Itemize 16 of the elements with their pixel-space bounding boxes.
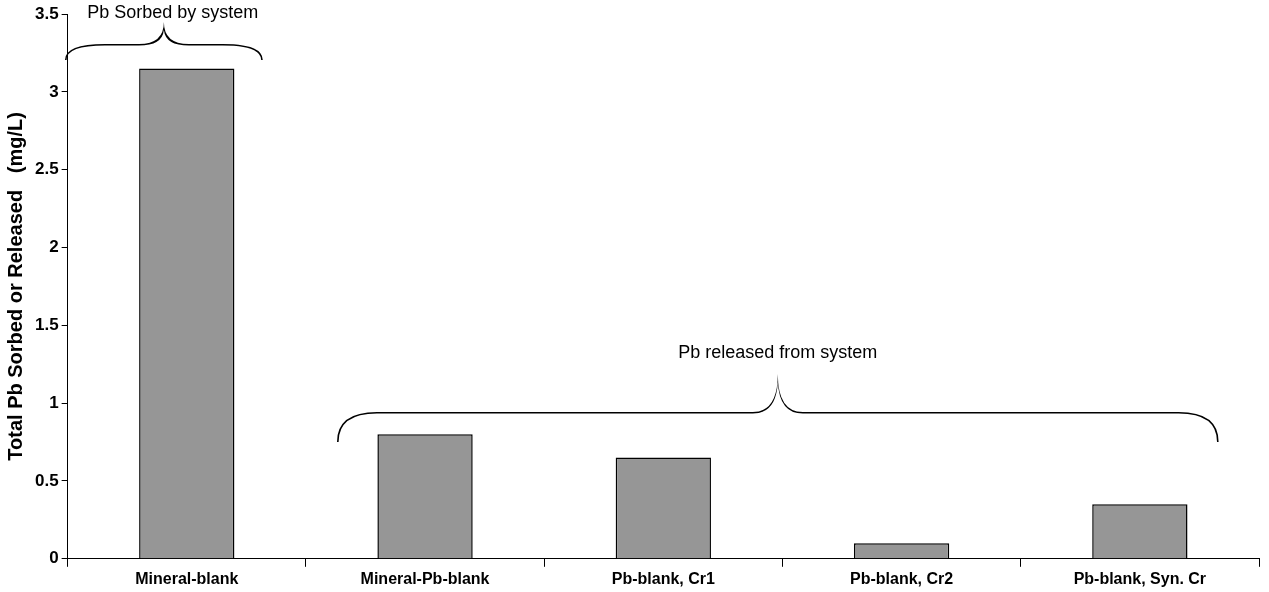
y-tick-label: 0.5 [34, 470, 59, 490]
x-tick-label: Pb-blank, Syn. Cr [1073, 569, 1207, 587]
y-tick-label: 3.5 [34, 3, 59, 23]
annotation: Pb released from system [678, 342, 878, 363]
y-tick-label: 0 [49, 548, 59, 568]
y-tick-label: 2 [49, 237, 59, 257]
x-tick-label: Pb-blank, Cr2 [850, 569, 954, 587]
y-tick-label: 1 [49, 392, 59, 412]
x-tick-label: Mineral-blank [135, 569, 239, 587]
y-tick-label: 3 [49, 81, 59, 101]
y-tick-label: 2.5 [34, 159, 59, 179]
annotation: Pb Sorbed by system [87, 1, 259, 22]
y-axis-title: Total Pb Sorbed or Released (mg/L) [3, 112, 26, 461]
y-tick-label: 1.5 [34, 315, 59, 334]
x-tick-label: Mineral-Pb-blank [360, 569, 490, 587]
x-tick-label: Pb-blank, Cr1 [611, 569, 715, 587]
